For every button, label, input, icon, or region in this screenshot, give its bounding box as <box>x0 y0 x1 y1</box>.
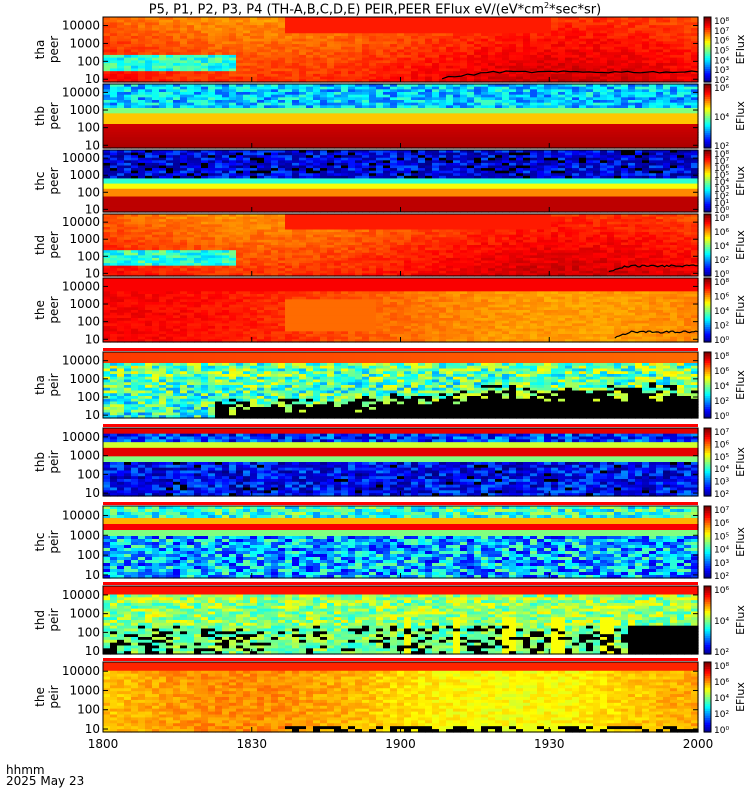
colorbar-tick-label: 10⁸ <box>714 17 729 27</box>
y-axis-label: thb <box>33 106 47 126</box>
y-tick-label: 1000 <box>69 36 100 50</box>
y-tick-label: 1000 <box>69 103 100 117</box>
y-axis-label: tha <box>33 40 47 60</box>
colorbar-label: EFlux <box>734 34 747 64</box>
panel-thc-peer: 10100100010000thc peer10⁰10¹10²10³10⁴10⁵1… <box>33 150 747 216</box>
colorbar-tick-label: 10⁴ <box>714 113 729 123</box>
y-axis-label: peer <box>47 36 61 63</box>
y-tick-label: 10000 <box>62 19 100 33</box>
colorbar: 10²10⁴10⁶EFlux <box>704 84 747 152</box>
colorbar-tick-label: 10⁵ <box>714 47 729 57</box>
spectrogram-figure: 10100100010000tha peer10²10³10⁴10⁵10⁶10⁷1… <box>0 0 750 800</box>
colorbar-tick-label: 10³ <box>714 66 729 76</box>
y-tick-label: 100 <box>77 121 100 135</box>
y-tick-label: 100 <box>77 54 100 68</box>
colorbar-tick-label: 10⁷ <box>714 27 729 37</box>
colorbar-label: EFlux <box>734 101 747 131</box>
y-tick-label: 10 <box>85 72 100 86</box>
colorbar-tick-label: 10⁶ <box>714 37 729 47</box>
colorbar-tick-label: 10⁶ <box>714 84 729 94</box>
y-axis-label: peer <box>47 102 61 129</box>
colorbar-tick-label: 10⁴ <box>714 56 729 66</box>
y-tick-label: 10000 <box>62 85 100 99</box>
